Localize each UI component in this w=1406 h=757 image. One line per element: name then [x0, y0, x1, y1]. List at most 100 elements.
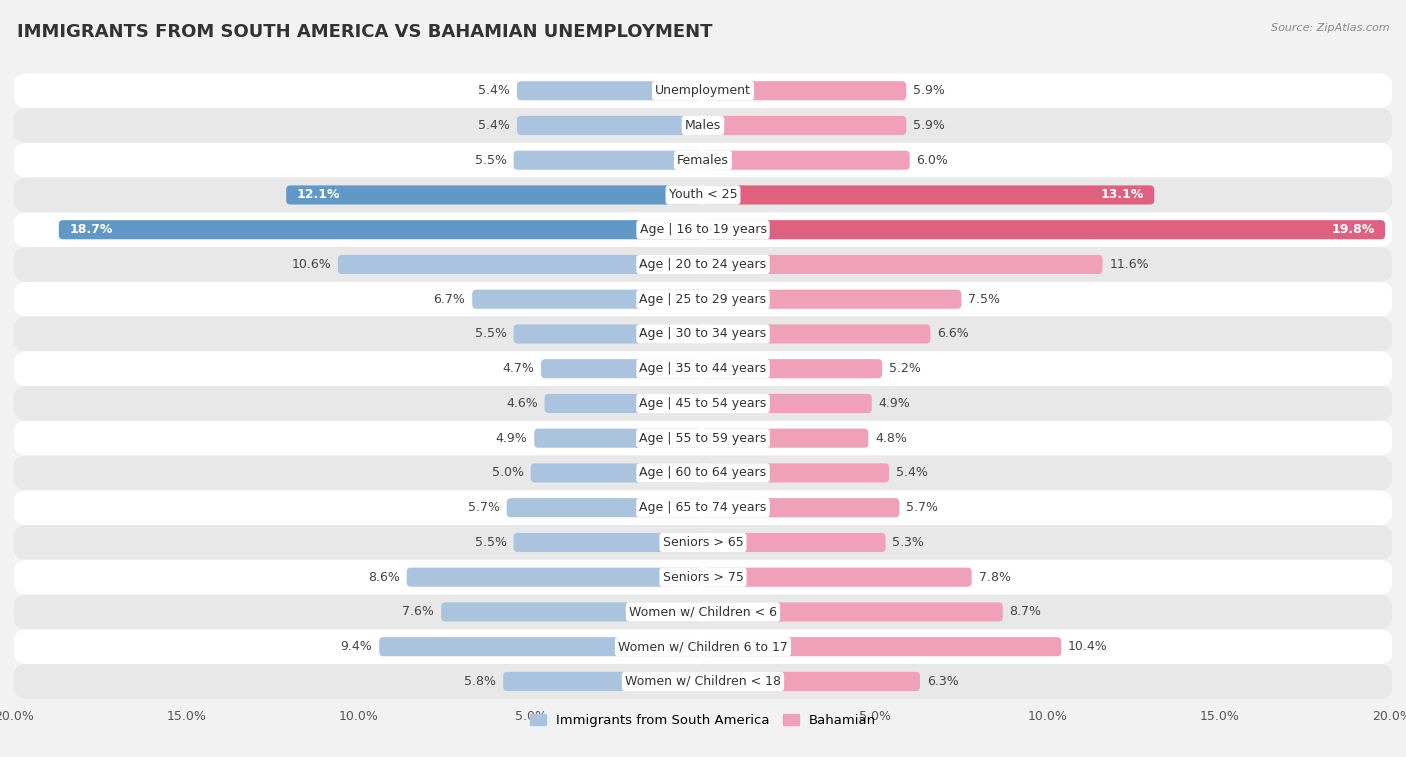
Text: IMMIGRANTS FROM SOUTH AMERICA VS BAHAMIAN UNEMPLOYMENT: IMMIGRANTS FROM SOUTH AMERICA VS BAHAMIA…	[17, 23, 713, 41]
FancyBboxPatch shape	[59, 220, 703, 239]
Text: 5.2%: 5.2%	[889, 362, 921, 375]
Text: Women w/ Children < 6: Women w/ Children < 6	[628, 606, 778, 618]
Text: 4.9%: 4.9%	[879, 397, 911, 410]
Text: 6.3%: 6.3%	[927, 675, 959, 688]
FancyBboxPatch shape	[14, 351, 1392, 386]
Text: 5.5%: 5.5%	[475, 536, 506, 549]
Text: 10.6%: 10.6%	[291, 258, 330, 271]
FancyBboxPatch shape	[703, 81, 907, 100]
FancyBboxPatch shape	[380, 637, 703, 656]
Text: 5.3%: 5.3%	[893, 536, 924, 549]
Text: 13.1%: 13.1%	[1101, 188, 1144, 201]
Text: 6.6%: 6.6%	[938, 328, 969, 341]
FancyBboxPatch shape	[703, 255, 1102, 274]
FancyBboxPatch shape	[14, 282, 1392, 316]
FancyBboxPatch shape	[472, 290, 703, 309]
FancyBboxPatch shape	[506, 498, 703, 517]
Text: Women w/ Children < 18: Women w/ Children < 18	[626, 675, 780, 688]
Text: 10.4%: 10.4%	[1069, 640, 1108, 653]
FancyBboxPatch shape	[14, 491, 1392, 525]
FancyBboxPatch shape	[513, 151, 703, 170]
FancyBboxPatch shape	[703, 151, 910, 170]
Text: 5.0%: 5.0%	[492, 466, 524, 479]
Text: 8.7%: 8.7%	[1010, 606, 1042, 618]
Text: 4.6%: 4.6%	[506, 397, 537, 410]
Text: Unemployment: Unemployment	[655, 84, 751, 97]
Text: 5.8%: 5.8%	[464, 675, 496, 688]
Text: 12.1%: 12.1%	[297, 188, 340, 201]
Text: 5.5%: 5.5%	[475, 328, 506, 341]
FancyBboxPatch shape	[703, 533, 886, 552]
FancyBboxPatch shape	[14, 108, 1392, 143]
Text: 5.4%: 5.4%	[896, 466, 928, 479]
FancyBboxPatch shape	[703, 359, 882, 378]
Text: 4.9%: 4.9%	[495, 431, 527, 444]
FancyBboxPatch shape	[441, 603, 703, 621]
Text: 8.6%: 8.6%	[368, 571, 399, 584]
Text: 5.7%: 5.7%	[907, 501, 938, 514]
FancyBboxPatch shape	[14, 456, 1392, 491]
Text: 5.9%: 5.9%	[912, 119, 945, 132]
Text: Age | 35 to 44 years: Age | 35 to 44 years	[640, 362, 766, 375]
FancyBboxPatch shape	[517, 81, 703, 100]
FancyBboxPatch shape	[513, 533, 703, 552]
FancyBboxPatch shape	[14, 316, 1392, 351]
Text: Seniors > 75: Seniors > 75	[662, 571, 744, 584]
Text: Age | 25 to 29 years: Age | 25 to 29 years	[640, 293, 766, 306]
FancyBboxPatch shape	[14, 421, 1392, 456]
Text: Age | 30 to 34 years: Age | 30 to 34 years	[640, 328, 766, 341]
FancyBboxPatch shape	[14, 386, 1392, 421]
FancyBboxPatch shape	[703, 394, 872, 413]
FancyBboxPatch shape	[534, 428, 703, 447]
Text: Women w/ Children 6 to 17: Women w/ Children 6 to 17	[619, 640, 787, 653]
FancyBboxPatch shape	[14, 73, 1392, 108]
FancyBboxPatch shape	[14, 629, 1392, 664]
Text: 19.8%: 19.8%	[1331, 223, 1375, 236]
Text: 7.8%: 7.8%	[979, 571, 1011, 584]
FancyBboxPatch shape	[517, 116, 703, 135]
FancyBboxPatch shape	[14, 212, 1392, 247]
FancyBboxPatch shape	[406, 568, 703, 587]
FancyBboxPatch shape	[503, 672, 703, 691]
FancyBboxPatch shape	[703, 116, 907, 135]
FancyBboxPatch shape	[513, 325, 703, 344]
FancyBboxPatch shape	[541, 359, 703, 378]
Text: Age | 65 to 74 years: Age | 65 to 74 years	[640, 501, 766, 514]
Text: Age | 16 to 19 years: Age | 16 to 19 years	[640, 223, 766, 236]
FancyBboxPatch shape	[14, 525, 1392, 560]
Text: 7.6%: 7.6%	[402, 606, 434, 618]
FancyBboxPatch shape	[703, 603, 1002, 621]
FancyBboxPatch shape	[531, 463, 703, 482]
FancyBboxPatch shape	[703, 428, 869, 447]
Text: 6.0%: 6.0%	[917, 154, 949, 167]
Text: 4.7%: 4.7%	[502, 362, 534, 375]
FancyBboxPatch shape	[703, 498, 900, 517]
FancyBboxPatch shape	[14, 664, 1392, 699]
Text: Source: ZipAtlas.com: Source: ZipAtlas.com	[1271, 23, 1389, 33]
FancyBboxPatch shape	[703, 325, 931, 344]
FancyBboxPatch shape	[703, 637, 1062, 656]
Text: 5.9%: 5.9%	[912, 84, 945, 97]
FancyBboxPatch shape	[337, 255, 703, 274]
FancyBboxPatch shape	[14, 594, 1392, 629]
Legend: Immigrants from South America, Bahamian: Immigrants from South America, Bahamian	[524, 709, 882, 732]
Text: Seniors > 65: Seniors > 65	[662, 536, 744, 549]
Text: 7.5%: 7.5%	[969, 293, 1000, 306]
FancyBboxPatch shape	[287, 185, 703, 204]
FancyBboxPatch shape	[703, 185, 1154, 204]
Text: Age | 45 to 54 years: Age | 45 to 54 years	[640, 397, 766, 410]
Text: 5.4%: 5.4%	[478, 84, 510, 97]
FancyBboxPatch shape	[703, 568, 972, 587]
Text: Youth < 25: Youth < 25	[669, 188, 737, 201]
Text: 5.4%: 5.4%	[478, 119, 510, 132]
FancyBboxPatch shape	[544, 394, 703, 413]
Text: 9.4%: 9.4%	[340, 640, 373, 653]
Text: 5.5%: 5.5%	[475, 154, 506, 167]
Text: 6.7%: 6.7%	[433, 293, 465, 306]
Text: Males: Males	[685, 119, 721, 132]
FancyBboxPatch shape	[14, 247, 1392, 282]
Text: 11.6%: 11.6%	[1109, 258, 1149, 271]
FancyBboxPatch shape	[14, 560, 1392, 594]
Text: Females: Females	[678, 154, 728, 167]
Text: 18.7%: 18.7%	[69, 223, 112, 236]
